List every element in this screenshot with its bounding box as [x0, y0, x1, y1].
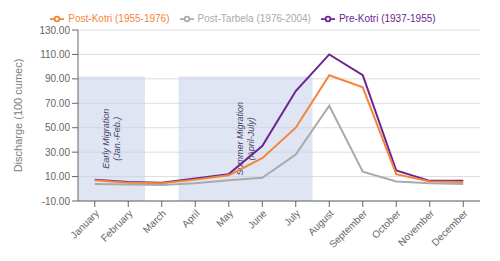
svg-text:-10.00: -10.00	[42, 196, 71, 207]
svg-text:January: January	[68, 208, 101, 241]
html-text:Post-Kotri (1955-1976): Post-Kotri (1955-1976)	[68, 12, 170, 24]
svg-text:November: November	[395, 207, 437, 249]
svg-text:February: February	[99, 208, 135, 244]
svg-text:90.00: 90.00	[45, 73, 70, 84]
svg-text:April: April	[180, 208, 202, 230]
svg-text:March: March	[141, 208, 168, 235]
svg-text:October: October	[370, 207, 403, 240]
html-text:Post-Tarbela (1976-2004): Post-Tarbela (1976-2004)	[197, 12, 311, 24]
svg-text:Summer Migration(April-July): Summer Migration(April-July)	[235, 102, 255, 176]
svg-text:130.00: 130.00	[39, 25, 70, 36]
svg-text:December: December	[429, 207, 470, 248]
svg-text:May: May	[214, 208, 235, 229]
svg-text:50.00: 50.00	[45, 122, 70, 133]
svg-text:June: June	[246, 207, 269, 230]
svg-text:110.00: 110.00	[40, 49, 70, 60]
svg-text:70.00: 70.00	[45, 98, 70, 109]
svg-text:30.00: 30.00	[45, 147, 70, 158]
svg-text:August: August	[306, 208, 336, 238]
html-text:Pre-Kotri (1937-1955): Pre-Kotri (1937-1955)	[338, 12, 436, 24]
svg-text:10.00: 10.00	[45, 171, 70, 182]
svg-text:Early Migration(Jan.-Feb.): Early Migration(Jan.-Feb.)	[101, 109, 121, 169]
svg-text:Discharge (100 cumec): Discharge (100 cumec)	[12, 59, 24, 173]
svg-text:July: July	[282, 208, 302, 228]
svg-text:September: September	[327, 207, 370, 250]
